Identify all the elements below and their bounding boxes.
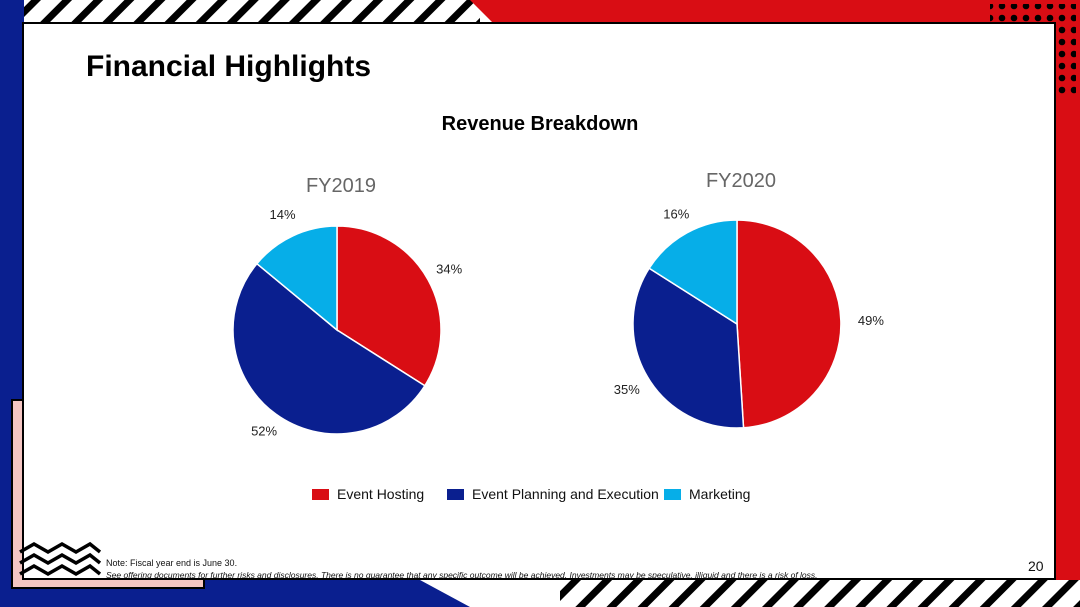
- pie-label-fy2020-marketing: 16%: [663, 207, 689, 222]
- legend-label: Event Hosting: [337, 486, 425, 502]
- legend-item-event-planning: Event Planning and Execution: [447, 486, 659, 502]
- page-number: 20: [1028, 558, 1044, 574]
- disclaimer-text: See offering documents for further risks…: [106, 570, 818, 580]
- pie-subtitle-fy2019: FY2019: [306, 175, 376, 197]
- slide-panel: [22, 22, 1056, 580]
- footnote: Note: Fiscal year end is June 30. See of…: [106, 557, 818, 581]
- pie-label-fy2020-event-hosting: 49%: [858, 313, 884, 328]
- page-title: Financial Highlights: [86, 50, 372, 83]
- chart-title: Revenue Breakdown: [441, 113, 639, 135]
- pie-slice-fy2020-event-hosting: [736, 219, 842, 429]
- legend-swatch: [664, 488, 681, 500]
- legend-label: Marketing: [689, 486, 751, 502]
- chart-legend: Event Hosting Event Planning and Executi…: [0, 486, 1080, 508]
- legend-swatch: [312, 488, 329, 500]
- pie-slice-fy2019-marketing: [255, 225, 338, 332]
- legend-item-event-hosting: Event Hosting: [312, 486, 424, 502]
- legend-item-marketing: Marketing: [664, 486, 750, 502]
- pie-label-fy2020-event-planning-and-execution: 35%: [614, 382, 640, 397]
- legend-swatch: [447, 488, 464, 500]
- pie-subtitle-fy2020: FY2020: [706, 170, 776, 192]
- pie-slice-fy2020-event-planning-and-execution: [632, 267, 745, 429]
- top-stripes: [0, 0, 480, 22]
- pie-label-fy2019-event-hosting: 34%: [436, 261, 462, 276]
- pie-label-fy2019-marketing: 14%: [269, 207, 295, 222]
- legend-label: Event Planning and Execution: [472, 486, 659, 502]
- pie-slice-fy2020-marketing: [648, 219, 738, 326]
- pie-label-fy2019-event-planning-and-execution: 52%: [251, 423, 277, 438]
- fiscal-year-note: Note: Fiscal year end is June 30.: [106, 558, 238, 568]
- pie-slice-fy2019-event-planning-and-execution: [232, 262, 426, 435]
- bottom-stripes: [560, 580, 1080, 607]
